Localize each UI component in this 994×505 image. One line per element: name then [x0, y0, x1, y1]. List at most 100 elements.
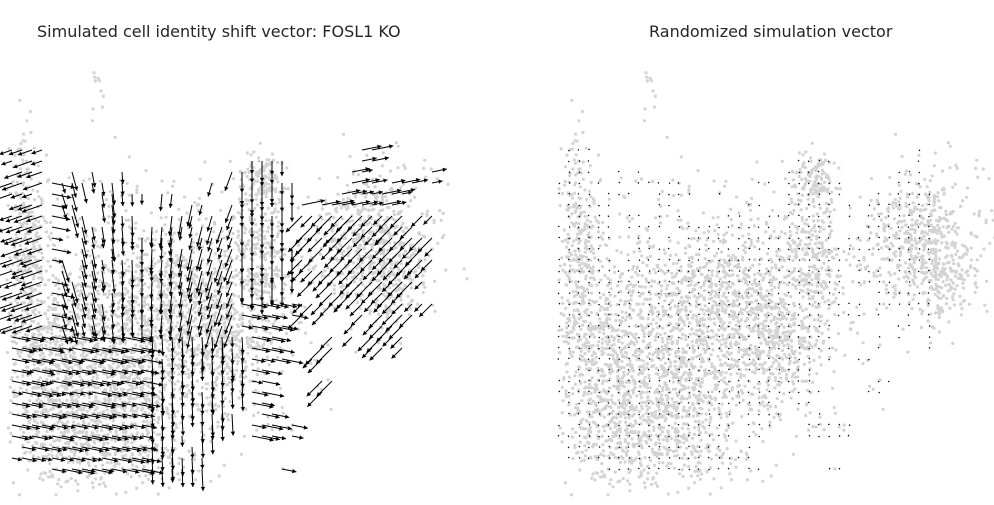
cell-point [248, 343, 252, 347]
cell-point [99, 245, 103, 249]
cell-point [275, 234, 280, 239]
cell-point [143, 450, 148, 454]
cell-point [254, 287, 258, 291]
cell-point [186, 368, 190, 372]
cell-point [80, 343, 84, 347]
cell-point [274, 265, 279, 269]
cell-point [155, 408, 159, 412]
vector-arrowhead [66, 227, 71, 233]
cell-point [53, 399, 58, 403]
cell-point [245, 336, 249, 340]
cell-point [239, 452, 243, 456]
cell-point [130, 361, 134, 365]
cell-point [54, 493, 58, 497]
cell-point [134, 300, 138, 304]
cell-point [221, 285, 225, 289]
vector-arrowhead [442, 167, 447, 172]
cell-point [135, 465, 139, 469]
cell-point [91, 375, 95, 379]
cell-point [436, 241, 440, 245]
cell-point [339, 285, 343, 289]
cell-point [138, 316, 143, 320]
cell-point [193, 310, 197, 315]
cell-point [158, 390, 162, 394]
cell-point [31, 241, 35, 245]
cell-point [225, 362, 229, 366]
cell-point [256, 343, 260, 347]
cell-point [268, 331, 272, 335]
cell-point [96, 303, 100, 307]
cell-point [64, 441, 68, 445]
cell-point [386, 248, 390, 252]
cell-point [70, 398, 74, 403]
cell-point [266, 163, 270, 167]
cell-point [80, 431, 85, 435]
cell-point [136, 395, 140, 399]
cell-point [76, 489, 80, 493]
cell-point [242, 250, 246, 254]
cell-point [374, 195, 378, 200]
cell-point [123, 286, 127, 290]
cell-point [124, 209, 128, 213]
cell-point [101, 351, 105, 355]
cell-point [157, 415, 161, 419]
cell-point [12, 395, 16, 399]
cell-point [192, 300, 196, 304]
cell-point [125, 318, 129, 322]
cell-point [205, 291, 209, 295]
cell-point [167, 486, 171, 490]
cell-point [256, 203, 260, 207]
cell-point [258, 265, 262, 269]
cell-point [350, 219, 355, 223]
cell-point [46, 296, 51, 300]
cell-point [217, 474, 221, 478]
cell-point [66, 420, 70, 424]
cell-point [217, 404, 221, 408]
cell-point [332, 283, 337, 287]
cell-point [342, 250, 346, 254]
cell-point [178, 386, 182, 390]
cell-point [172, 337, 176, 341]
cell-point [237, 396, 241, 400]
cell-point [381, 274, 385, 278]
cell-point [396, 166, 400, 170]
cell-point [78, 375, 82, 379]
cell-point [364, 182, 368, 186]
cell-point [382, 282, 386, 287]
cell-point [104, 197, 109, 202]
cell-point [178, 388, 182, 392]
cell-point [346, 196, 350, 200]
vector-arrowhead [279, 172, 285, 177]
cell-point [264, 281, 268, 285]
cell-point [172, 231, 177, 235]
vector-arrowhead [75, 223, 80, 228]
cell-point [48, 346, 52, 350]
cell-point [213, 222, 217, 226]
cell-point [107, 289, 111, 293]
cell-point [162, 303, 166, 307]
cell-point [197, 343, 201, 347]
cell-point [144, 397, 148, 401]
cell-point [172, 371, 176, 375]
cell-point [390, 262, 394, 266]
cell-point [197, 218, 201, 222]
vector-arrowhead [259, 310, 265, 315]
cell-point [272, 284, 276, 288]
cell-point [201, 245, 205, 249]
cell-point [380, 164, 384, 168]
cell-point [174, 254, 178, 258]
cell-point [243, 244, 247, 248]
cell-point [182, 195, 187, 199]
cell-point [19, 167, 23, 171]
cell-point [45, 221, 49, 225]
cell-point [33, 419, 37, 423]
cell-point [155, 284, 160, 288]
cell-point [36, 322, 40, 326]
cell-point [241, 311, 245, 315]
cell-point [351, 261, 355, 265]
cell-point [423, 285, 427, 289]
cell-point [76, 362, 80, 366]
cell-point [142, 229, 146, 233]
cell-point [72, 420, 76, 424]
cell-point [108, 452, 112, 456]
